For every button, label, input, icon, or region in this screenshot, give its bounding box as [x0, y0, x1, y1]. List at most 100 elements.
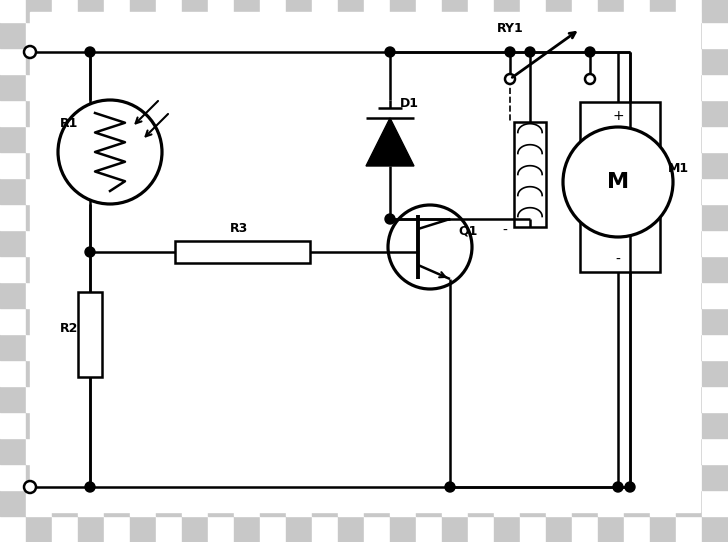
Bar: [520, 386, 546, 412]
Bar: [286, 282, 312, 308]
Bar: [52, 490, 78, 516]
Bar: [624, 464, 650, 490]
Bar: [156, 412, 182, 438]
Bar: [468, 516, 494, 542]
Bar: [338, 100, 364, 126]
Bar: [650, 0, 676, 22]
Bar: [26, 386, 52, 412]
Bar: [416, 152, 442, 178]
Bar: [702, 0, 728, 22]
Bar: [468, 0, 494, 22]
Bar: [286, 438, 312, 464]
Bar: [0, 0, 26, 22]
Bar: [468, 230, 494, 256]
Bar: [650, 386, 676, 412]
Bar: [468, 204, 494, 230]
Bar: [702, 438, 728, 464]
Bar: [286, 100, 312, 126]
Bar: [78, 204, 104, 230]
Bar: [130, 0, 156, 22]
Bar: [494, 490, 520, 516]
Circle shape: [505, 74, 515, 84]
Bar: [442, 464, 468, 490]
Bar: [234, 360, 260, 386]
Bar: [676, 282, 702, 308]
Bar: [546, 74, 572, 100]
Bar: [520, 204, 546, 230]
Bar: [624, 360, 650, 386]
Bar: [442, 438, 468, 464]
Bar: [468, 152, 494, 178]
Bar: [702, 360, 728, 386]
Bar: [416, 516, 442, 542]
Bar: [286, 48, 312, 74]
Bar: [546, 204, 572, 230]
Bar: [286, 230, 312, 256]
Bar: [416, 334, 442, 360]
Bar: [104, 308, 130, 334]
Bar: [676, 126, 702, 152]
Bar: [104, 22, 130, 48]
Bar: [520, 334, 546, 360]
Bar: [312, 334, 338, 360]
Bar: [338, 22, 364, 48]
Bar: [208, 516, 234, 542]
Bar: [312, 74, 338, 100]
Bar: [52, 308, 78, 334]
Bar: [26, 22, 52, 48]
Bar: [156, 22, 182, 48]
Bar: [260, 360, 286, 386]
Bar: [416, 178, 442, 204]
Bar: [0, 126, 26, 152]
Bar: [676, 0, 702, 22]
Bar: [104, 334, 130, 360]
Bar: [520, 360, 546, 386]
Bar: [520, 126, 546, 152]
Bar: [26, 178, 52, 204]
Bar: [260, 256, 286, 282]
Bar: [364, 204, 390, 230]
Bar: [286, 204, 312, 230]
Bar: [624, 256, 650, 282]
Bar: [580, 102, 660, 272]
Bar: [104, 152, 130, 178]
Bar: [182, 178, 208, 204]
Bar: [416, 412, 442, 438]
Bar: [312, 126, 338, 152]
Bar: [234, 0, 260, 22]
Bar: [260, 282, 286, 308]
Bar: [182, 230, 208, 256]
Bar: [182, 0, 208, 22]
Bar: [286, 516, 312, 542]
Bar: [156, 334, 182, 360]
Bar: [546, 308, 572, 334]
Bar: [312, 256, 338, 282]
Bar: [416, 256, 442, 282]
Bar: [208, 126, 234, 152]
Bar: [546, 100, 572, 126]
Bar: [312, 178, 338, 204]
Bar: [546, 178, 572, 204]
Bar: [702, 74, 728, 100]
Bar: [442, 490, 468, 516]
Bar: [26, 48, 52, 74]
Bar: [208, 490, 234, 516]
Bar: [78, 230, 104, 256]
Bar: [624, 178, 650, 204]
Circle shape: [24, 481, 36, 493]
Bar: [572, 204, 598, 230]
Bar: [156, 230, 182, 256]
Bar: [364, 412, 390, 438]
Bar: [572, 0, 598, 22]
Bar: [286, 360, 312, 386]
Bar: [546, 230, 572, 256]
Bar: [572, 100, 598, 126]
Bar: [598, 516, 624, 542]
Bar: [78, 256, 104, 282]
Bar: [0, 282, 26, 308]
Bar: [468, 48, 494, 74]
Bar: [182, 204, 208, 230]
Text: Q1: Q1: [458, 224, 478, 237]
Bar: [260, 0, 286, 22]
Bar: [572, 230, 598, 256]
